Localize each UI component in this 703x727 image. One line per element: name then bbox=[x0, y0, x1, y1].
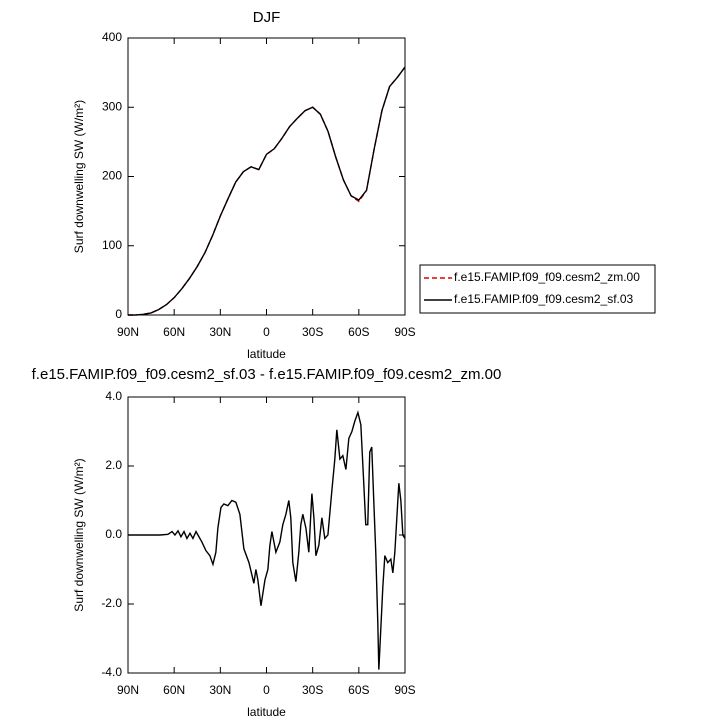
series-line bbox=[128, 66, 406, 316]
chart-title: DJF bbox=[253, 9, 281, 26]
y-tick-label: -2.0 bbox=[101, 596, 122, 610]
x-tick-label: 60N bbox=[163, 683, 185, 697]
y-tick-label: 400 bbox=[102, 30, 122, 44]
legend-label: f.e15.FAMIP.f09_f09.cesm2_sf.03 bbox=[454, 292, 634, 306]
x-tick-label: 90S bbox=[394, 325, 415, 339]
series-line bbox=[128, 66, 406, 316]
legend-label: f.e15.FAMIP.f09_f09.cesm2_zm.00 bbox=[454, 270, 640, 284]
y-tick-label: 0.0 bbox=[105, 527, 122, 541]
y-tick-label: 300 bbox=[102, 99, 122, 113]
x-tick-label: 60S bbox=[348, 683, 369, 697]
x-tick-label: 30N bbox=[209, 683, 231, 697]
plot-frame bbox=[127, 37, 406, 316]
x-tick-label: 90S bbox=[394, 683, 415, 697]
series-line bbox=[128, 410, 406, 670]
x-tick-label: 60N bbox=[163, 325, 185, 339]
chart-title: f.e15.FAMIP.f09_f09.cesm2_sf.03 - f.e15.… bbox=[32, 366, 502, 383]
x-tick-label: 0 bbox=[263, 683, 270, 697]
y-tick-label: 2.0 bbox=[105, 458, 122, 472]
legend-box bbox=[419, 264, 656, 314]
y-tick-label: 100 bbox=[102, 238, 122, 252]
x-tick-label: 0 bbox=[263, 325, 270, 339]
x-tick-label: 60S bbox=[348, 325, 369, 339]
x-tick-label: 90N bbox=[117, 683, 139, 697]
plot-frame bbox=[127, 396, 406, 674]
x-axis-label: latitude bbox=[247, 705, 286, 719]
x-tick-label: 30N bbox=[209, 325, 231, 339]
y-tick-label: 200 bbox=[102, 169, 122, 183]
x-tick-label: 90N bbox=[117, 325, 139, 339]
x-tick-label: 30S bbox=[302, 325, 323, 339]
x-tick-label: 30S bbox=[302, 683, 323, 697]
y-tick-label: 0 bbox=[115, 307, 122, 321]
y-axis-label: Surf downwelling SW (W/m²) bbox=[72, 458, 86, 611]
x-axis-label: latitude bbox=[247, 347, 286, 361]
y-tick-label: 4.0 bbox=[105, 389, 122, 403]
y-tick-label: -4.0 bbox=[101, 665, 122, 679]
y-axis-label: Surf downwelling SW (W/m²) bbox=[72, 100, 86, 253]
